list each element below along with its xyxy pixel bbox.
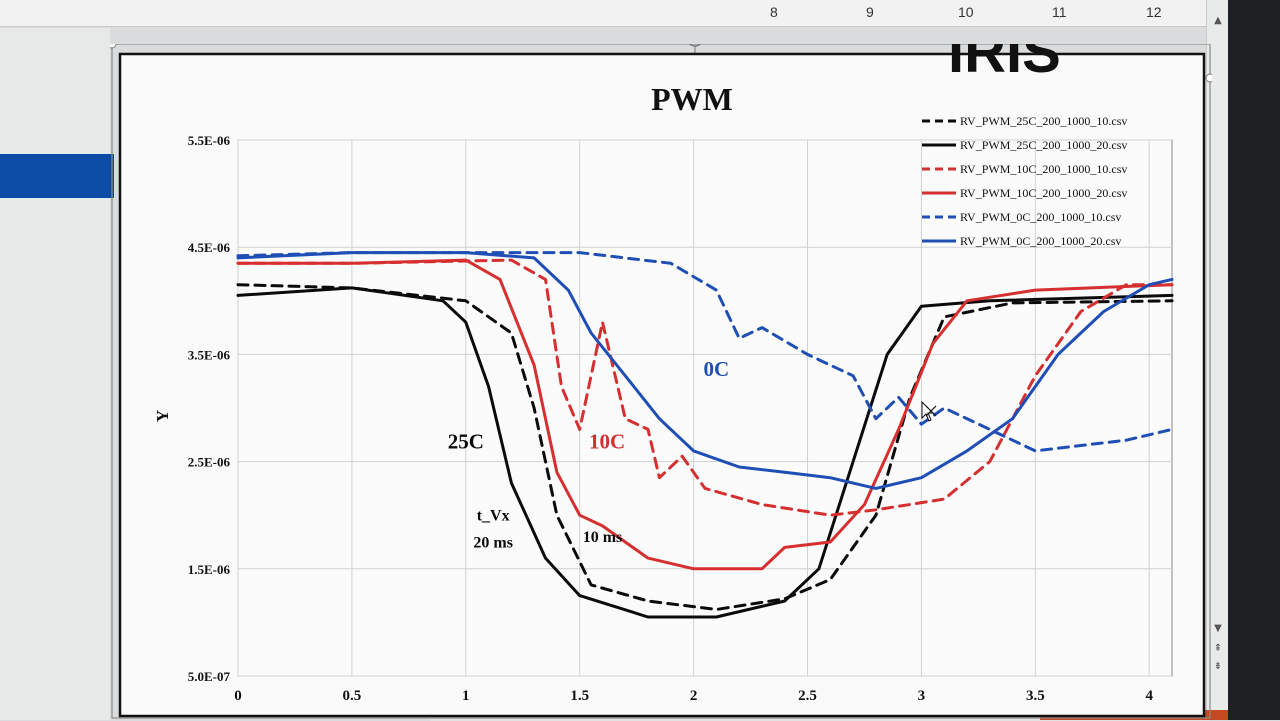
annotation-label: 0C	[704, 357, 730, 381]
series-line	[236, 258, 1174, 571]
x-tick-label: 4	[1145, 688, 1153, 704]
slide-accent-bar	[0, 154, 114, 198]
annotations: 25C 10C 0C t_Vx 20 ms 10 ms	[448, 357, 730, 552]
legend-entry: RV_PWM_25C_200_1000_20.csv	[960, 138, 1127, 152]
y-tick-label: 5.5E-06	[188, 133, 231, 148]
y-tick-label: 5.0E-07	[188, 669, 231, 684]
annotation-label: t_Vx	[477, 508, 510, 525]
page-down-icon[interactable]: ⇟	[1213, 661, 1223, 672]
chart-title: PWM	[651, 81, 733, 117]
x-tick-label: 0	[234, 688, 242, 704]
legend-entry: RV_PWM_10C_200_1000_10.csv	[960, 162, 1127, 176]
plot-area	[237, 139, 1173, 677]
y-tick-label: 1.5E-06	[188, 562, 231, 577]
ruler-mark: 9	[866, 4, 874, 20]
resize-handle[interactable]	[110, 44, 117, 49]
screen-bezel	[1228, 0, 1280, 720]
ruler-mark: 10	[958, 4, 974, 20]
logo-mask	[936, 74, 1136, 114]
legend-entry: RV_PWM_0C_200_1000_20.csv	[960, 234, 1121, 248]
series-line	[236, 251, 1174, 453]
ruler: 8 9 10 11 12	[0, 0, 1228, 27]
series-line	[236, 251, 1174, 490]
resize-handle[interactable]	[1205, 73, 1212, 83]
annotation-label: 20 ms	[473, 534, 513, 551]
move-cursor-icon	[921, 400, 937, 422]
ruler-mark: 8	[770, 4, 778, 20]
x-tick-label: 1.5	[570, 688, 589, 704]
legend-entry: RV_PWM_0C_200_1000_10.csv	[960, 210, 1121, 224]
document-margin	[0, 28, 110, 720]
x-tick-label: 2	[690, 688, 698, 704]
page-up-icon[interactable]: ⇞	[1213, 643, 1223, 654]
ruler-mark: 12	[1146, 4, 1162, 20]
legend: RV_PWM_25C_200_1000_10.csv RV_PWM_25C_200…	[922, 114, 1127, 248]
y-axis-label: Y	[153, 410, 172, 422]
x-tick-label: 3	[918, 688, 926, 704]
annotation-label: 10C	[589, 430, 625, 454]
x-tick-label: 1	[462, 688, 470, 704]
legend-entry: RV_PWM_25C_200_1000_10.csv	[960, 114, 1127, 128]
x-tick-label: 2.5	[798, 688, 817, 704]
y-tick-label: 4.5E-06	[188, 240, 231, 255]
y-tick-label: 2.5E-06	[188, 455, 231, 470]
chart: IRIS HP 00.511.522.533.545.5E-064.5E-063…	[110, 44, 1212, 719]
series-lines	[236, 251, 1174, 619]
scroll-down-icon[interactable]: ▼	[1214, 623, 1222, 634]
legend-entry: RV_PWM_10C_200_1000_20.csv	[960, 186, 1127, 200]
ruler-mark: 11	[1052, 4, 1067, 20]
annotation-label: 25C	[448, 430, 484, 454]
chart-object[interactable]: IRIS HP 00.511.522.533.545.5E-064.5E-063…	[110, 44, 1212, 720]
selection-frame	[111, 44, 1211, 719]
series-line	[236, 258, 1174, 517]
scroll-up-icon[interactable]: ▲	[1214, 15, 1222, 26]
series-line	[236, 286, 1174, 619]
y-tick-label: 3.5E-06	[188, 347, 231, 362]
axis-ticks: 0 0.5 1 1.5 2 2.5 3 3.5 4 5.5E-06 4.5E-06 3.5E-06 2.…	[188, 133, 1154, 704]
annotation-label: 10 ms	[583, 529, 623, 546]
x-tick-label: 0.5	[343, 688, 362, 704]
x-tick-label: 3.5	[1026, 688, 1045, 704]
